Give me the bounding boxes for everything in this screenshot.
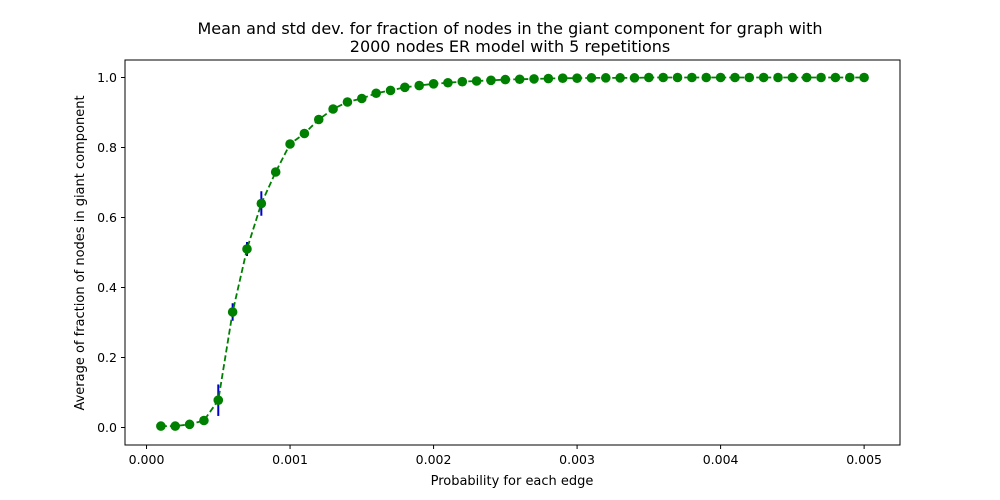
data-point: [313, 114, 324, 125]
data-point: [529, 74, 539, 84]
ticks-group: 0.000 0.001 0.002 0.003 0.004 0.005 0.0 0.2 0.4 0…: [97, 70, 882, 467]
data-point: [184, 419, 195, 430]
data-point: [170, 421, 181, 431]
y-axis-label: Average of fraction of nodes in giant co…: [73, 95, 88, 410]
data-point: [758, 72, 769, 83]
chart-title-line1: Mean and std dev. for fraction of nodes …: [197, 19, 822, 38]
data-point: [242, 244, 252, 254]
data-point: [687, 72, 697, 83]
data-point: [299, 128, 310, 139]
data-point: [644, 72, 654, 83]
y-tick-label: 0.4: [97, 280, 117, 295]
data-point: [328, 104, 338, 114]
data-point: [199, 415, 209, 426]
data-point: [629, 73, 640, 83]
data-point: [357, 93, 367, 104]
data-point: [428, 79, 439, 89]
x-tick-label: 0.003: [559, 452, 595, 467]
x-tick-label: 0.004: [703, 452, 739, 467]
y-tick-label: 0.2: [97, 350, 117, 365]
data-point: [557, 73, 568, 83]
data-point: [730, 72, 740, 83]
data-point: [256, 198, 267, 209]
data-point: [227, 307, 238, 317]
data-point: [787, 72, 798, 83]
data-point: [156, 421, 166, 431]
data-point: [572, 73, 582, 83]
data-point: [859, 72, 869, 83]
data-point: [270, 167, 281, 177]
series-line: [160, 76, 865, 428]
data-point: [543, 73, 554, 84]
x-tick-label: 0.000: [129, 452, 165, 467]
data-point: [830, 72, 841, 83]
data-point: [486, 75, 496, 86]
data-point: [701, 72, 712, 83]
line-group: [160, 76, 865, 428]
data-point: [816, 72, 826, 83]
data-point: [744, 72, 755, 83]
axes-group: [124, 59, 901, 446]
data-point: [715, 72, 726, 83]
data-point: [500, 74, 511, 85]
x-tick-label: 0.001: [272, 452, 308, 467]
data-point: [443, 77, 453, 88]
points-group: [156, 72, 869, 431]
plot-frame: [124, 59, 901, 446]
data-point: [471, 76, 482, 86]
x-axis-label: Probability for each edge: [431, 474, 594, 489]
data-point: [586, 73, 597, 83]
data-point: [342, 97, 353, 107]
data-point: [213, 395, 224, 406]
data-point: [414, 80, 425, 91]
chart-title-line2: 2000 nodes ER model with 5 repetitions: [350, 37, 670, 56]
data-point: [844, 72, 855, 83]
data-point: [801, 72, 812, 83]
errorbars-group: [188, 79, 492, 425]
data-point: [615, 73, 625, 83]
x-tick-label: 0.005: [846, 452, 882, 467]
data-point: [773, 72, 783, 83]
y-tick-label: 0.0: [97, 420, 117, 435]
y-tick-label: 0.8: [97, 140, 117, 155]
y-tick-label: 0.6: [97, 210, 117, 225]
data-point: [658, 72, 668, 83]
data-point: [600, 73, 611, 83]
y-tick-label: 1.0: [97, 70, 117, 85]
data-point: [672, 72, 683, 83]
data-point: [400, 82, 410, 93]
data-point: [285, 139, 295, 149]
data-point: [514, 74, 525, 85]
data-point: [457, 76, 468, 87]
data-point: [371, 88, 381, 99]
data-point: [385, 85, 396, 96]
x-tick-label: 0.002: [416, 452, 452, 467]
